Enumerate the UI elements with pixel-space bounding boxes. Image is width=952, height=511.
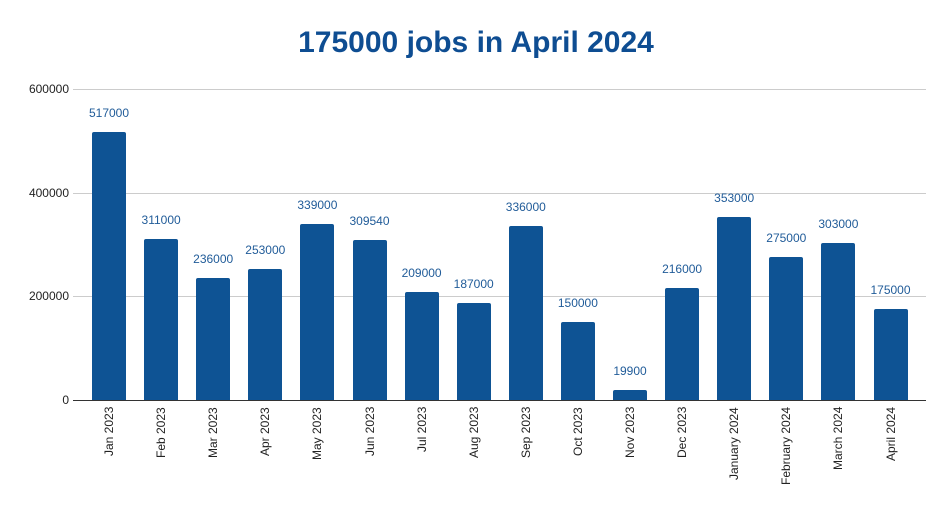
x-axis-category-label: Aug 2023 — [466, 406, 481, 458]
x-axis-category-label: February 2024 — [779, 406, 794, 485]
x-axis-category-label: Jul 2023 — [414, 406, 429, 452]
x-axis-category-label: Sep 2023 — [518, 406, 533, 458]
bar-value-label: 236000 — [193, 251, 234, 266]
bar-value-label: 187000 — [453, 277, 494, 292]
bar-value-label: 216000 — [662, 262, 703, 277]
bar[interactable] — [92, 132, 126, 400]
bar-value-label: 309540 — [349, 213, 390, 228]
bar[interactable] — [144, 238, 179, 400]
bar-value-label: 339000 — [297, 198, 338, 213]
y-axis-tick-label: 0 — [62, 393, 69, 407]
x-axis-category-label: Jun 2023 — [362, 406, 377, 456]
x-axis-category-label: Feb 2023 — [154, 407, 169, 458]
bar[interactable] — [352, 239, 387, 400]
gridline — [73, 193, 926, 194]
chart-title: 175000 jobs in April 2024 — [298, 26, 654, 59]
bar[interactable] — [196, 277, 231, 400]
bar-value-label: 336000 — [505, 199, 546, 214]
bar-value-label: 19900 — [613, 363, 647, 378]
bar-value-label: 353000 — [714, 191, 755, 206]
x-axis-category-label: March 2024 — [831, 406, 846, 470]
bar[interactable] — [508, 225, 543, 400]
bar[interactable] — [873, 309, 908, 400]
x-axis-baseline — [73, 400, 926, 401]
bar-value-label: 311000 — [141, 212, 181, 227]
x-axis-category-label: Dec 2023 — [675, 406, 690, 458]
bar[interactable] — [456, 303, 491, 400]
x-axis-category-label: May 2023 — [310, 407, 325, 460]
gridline — [73, 89, 926, 90]
bar[interactable] — [769, 257, 804, 400]
bar-value-label: 209000 — [401, 265, 442, 280]
bar[interactable] — [665, 288, 700, 400]
bar-value-label: 253000 — [245, 242, 286, 257]
bar[interactable] — [717, 217, 752, 400]
y-axis-tick-label: 200000 — [28, 289, 69, 303]
bar-value-label: 303000 — [818, 216, 859, 231]
bar-value-label: 175000 — [870, 283, 911, 298]
gridline — [73, 296, 926, 297]
bar[interactable] — [248, 268, 283, 400]
bar[interactable] — [300, 224, 335, 400]
bar-value-label: 150000 — [557, 296, 598, 311]
bar-value-label: 275000 — [766, 231, 807, 246]
bar-value-label: 517000 — [88, 106, 130, 121]
x-axis-category-label: April 2024 — [883, 406, 898, 461]
bar[interactable] — [560, 322, 595, 400]
bar[interactable] — [613, 389, 647, 400]
x-axis-category-label: Apr 2023 — [258, 407, 273, 456]
y-axis-tick-label: 600000 — [28, 82, 69, 96]
bar[interactable] — [821, 242, 856, 400]
x-axis-category-label: Nov 2023 — [623, 406, 637, 458]
x-axis-category-label: Jan 2023 — [102, 406, 116, 456]
y-axis-tick-label: 400000 — [28, 186, 69, 200]
x-axis-category-label: January 2024 — [727, 407, 742, 480]
x-axis-category-label: Oct 2023 — [570, 407, 585, 456]
bar[interactable] — [404, 291, 439, 400]
x-axis-category-label: Mar 2023 — [206, 407, 221, 458]
